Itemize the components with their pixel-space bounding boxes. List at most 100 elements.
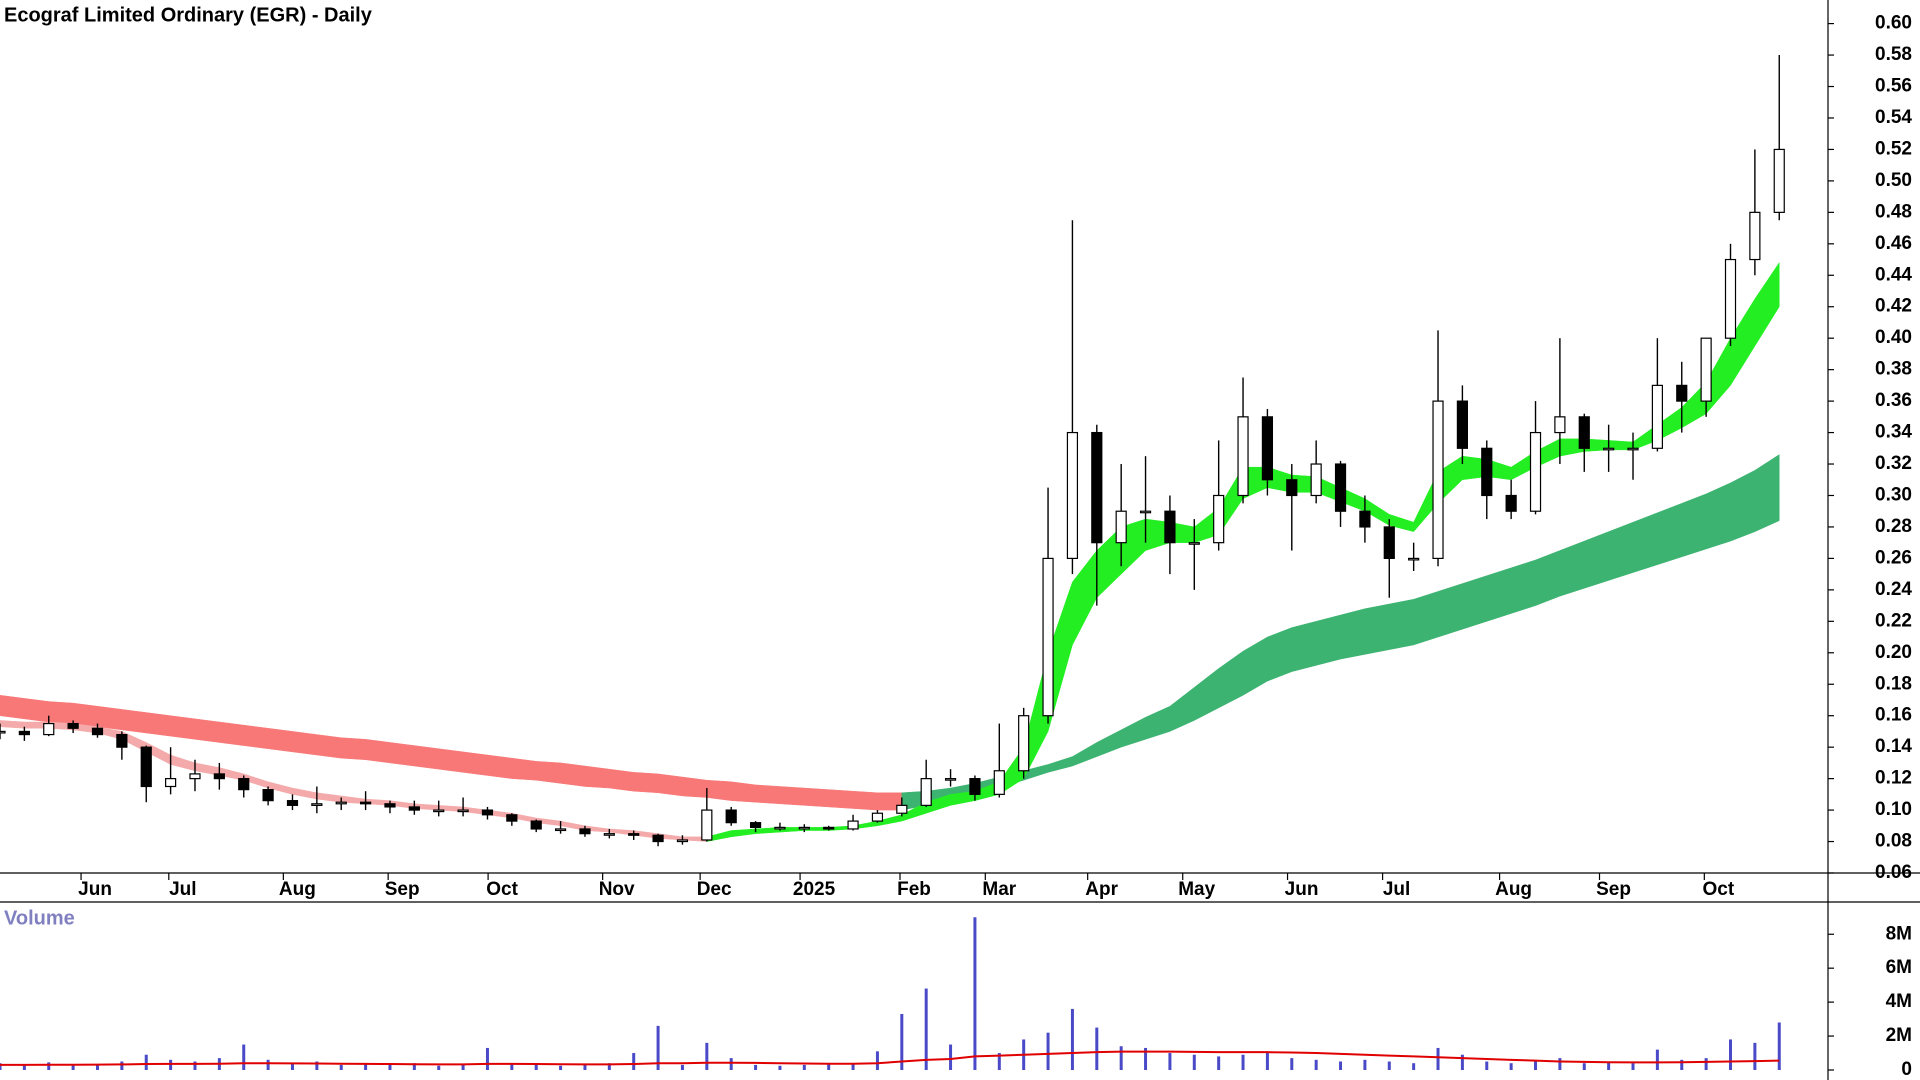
candle-body: [311, 803, 323, 806]
volume-bar: [1046, 1032, 1050, 1070]
candle-body: [1651, 384, 1663, 449]
y-tick-label: 0.22: [1875, 610, 1912, 631]
candle-body: [1529, 431, 1542, 512]
volume-bar: [1241, 1054, 1245, 1070]
volume-bar: [1777, 1022, 1781, 1070]
candle-body: [1310, 463, 1322, 497]
volume-bar: [1217, 1056, 1221, 1070]
volume-bar: [607, 1063, 611, 1070]
candle-body: [871, 812, 884, 822]
y-tick-label: 0.56: [1875, 76, 1912, 97]
x-tick-label: Mar: [982, 879, 1016, 900]
candle-body: [823, 826, 835, 830]
volume-bar: [1534, 1061, 1538, 1070]
x-tick-label: Feb: [897, 879, 931, 900]
candle-body: [1724, 258, 1737, 339]
candle-body: [1115, 510, 1127, 544]
volume-bar: [680, 1064, 684, 1070]
volume-bar: [1265, 1053, 1269, 1070]
candle-body: [603, 833, 615, 836]
candle-body: [140, 746, 152, 788]
y-tick-label: 0.38: [1875, 359, 1912, 380]
candle-body: [920, 778, 932, 806]
volume-bar: [1704, 1058, 1708, 1070]
candle-body: [1773, 148, 1785, 213]
x-tick-label: Sep: [1596, 879, 1631, 900]
candle-body: [1408, 557, 1420, 561]
volume-bar: [778, 1065, 782, 1070]
y-tick-label: 0.58: [1875, 44, 1912, 65]
volume-bar: [1387, 1061, 1391, 1070]
volume-bar: [95, 1064, 99, 1070]
x-tick-label: Nov: [599, 879, 635, 900]
candle-body: [1213, 494, 1225, 544]
volume-bar: [973, 917, 977, 1070]
candle-body: [1018, 715, 1030, 772]
volume-bar: [412, 1063, 416, 1070]
y-tick-label: 0.08: [1875, 831, 1912, 852]
y-tick-label: 0.06: [1875, 862, 1912, 883]
volume-bar: [1436, 1047, 1440, 1070]
ribbon: [706, 261, 1780, 842]
volume-bar: [1363, 1059, 1367, 1070]
volume-bar: [437, 1065, 441, 1070]
volume-bar: [1485, 1061, 1489, 1070]
y-tick-label: 0.30: [1875, 485, 1912, 506]
candle-body: [1627, 447, 1639, 451]
candle-body: [457, 809, 469, 813]
volume-bar: [924, 988, 928, 1070]
candle-body: [1359, 510, 1371, 528]
volume-bar: [1314, 1059, 1318, 1070]
candle-body: [1676, 384, 1688, 402]
volume-bar: [875, 1051, 879, 1070]
axes: 0.06 0.08 0.10 0.12 0.14 0.16 0.18 0.20 0.22 0.24…: [78, 13, 1912, 1080]
candle-body: [1286, 479, 1298, 497]
x-tick-label: Jul: [1383, 879, 1410, 900]
candle-body: [1261, 416, 1274, 481]
y-tick-label: 0.48: [1875, 201, 1912, 222]
candle-body: [530, 820, 542, 830]
y-tick-label: 6M: [1886, 957, 1912, 978]
candle-body: [944, 778, 957, 781]
candle-body: [1383, 526, 1395, 560]
volume-bar: [1607, 1061, 1611, 1070]
volume-bar: [315, 1061, 319, 1070]
candle-body: [1042, 557, 1054, 717]
x-tick-label: May: [1178, 879, 1215, 900]
volume-bar: [997, 1053, 1001, 1070]
y-tick-label: 0.46: [1875, 233, 1912, 254]
y-tick-label: 0.28: [1875, 516, 1912, 537]
candle-body: [384, 803, 396, 808]
y-tick-label: 0.40: [1875, 327, 1912, 348]
y-tick-label: 4M: [1886, 991, 1912, 1012]
candle-body: [774, 826, 786, 830]
volume-bar: [1070, 1008, 1074, 1070]
volume-bar: [242, 1044, 246, 1070]
x-tick-label: Oct: [1702, 879, 1734, 900]
y-tick-label: 0.10: [1875, 799, 1912, 820]
candle-body: [554, 828, 567, 832]
y-tick-label: 8M: [1886, 923, 1912, 944]
y-tick-label: 0.54: [1875, 107, 1912, 128]
volume-title: Volume: [4, 907, 75, 929]
candle-body: [1554, 416, 1566, 434]
y-tick-label: 0.50: [1875, 170, 1912, 191]
volume-bar: [1655, 1049, 1659, 1070]
candle-body: [1066, 431, 1079, 560]
candle-body: [1481, 447, 1493, 497]
candle-body: [1139, 510, 1152, 514]
volume-bar: [169, 1059, 173, 1070]
volume-bar: [1119, 1046, 1123, 1070]
candle-body: [335, 801, 347, 805]
volume-bar: [656, 1025, 660, 1070]
y-tick-label: 0.20: [1875, 642, 1912, 663]
x-tick-label: 2025: [793, 879, 836, 900]
candle-body: [116, 733, 128, 748]
candle-body: [1188, 542, 1200, 545]
candle-body: [506, 814, 518, 822]
volume-bar: [144, 1054, 148, 1070]
y-tick-label: 0.26: [1875, 547, 1912, 568]
volume-bar: [461, 1064, 465, 1070]
candle-body: [1749, 211, 1761, 261]
candle-body: [165, 778, 177, 788]
